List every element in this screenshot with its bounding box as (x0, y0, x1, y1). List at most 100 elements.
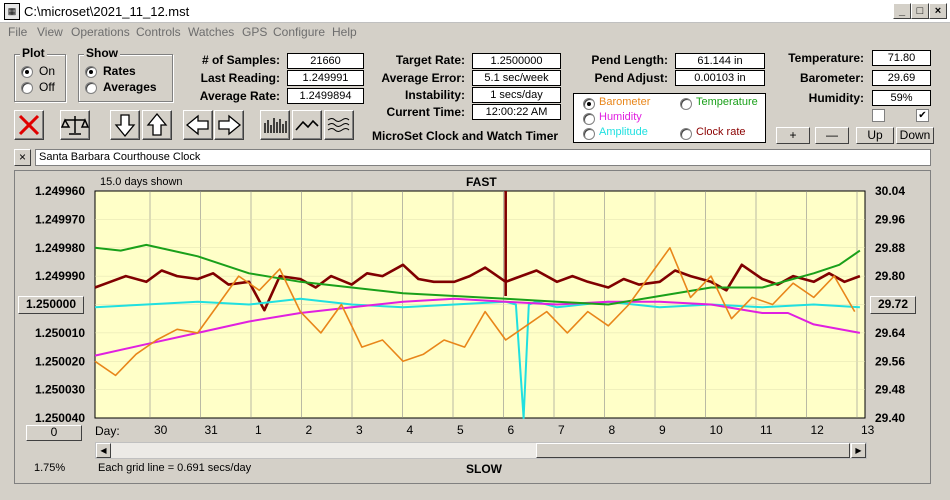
series-temperature-label: Temperature (696, 96, 758, 108)
wave-view-button[interactable] (324, 110, 354, 140)
x-axis-prefix: Day: (95, 424, 120, 438)
title-bar: ▦ C:\microset\2021_11_12.mst _ □ × (0, 0, 950, 23)
y-tick-label-right: 29.56 (875, 354, 905, 368)
calculator-icon[interactable]: ▦ (4, 3, 20, 20)
x-tick-label: 5 (457, 423, 464, 437)
scrollbar-thumb[interactable] (536, 443, 850, 458)
minimize-button[interactable]: _ (893, 3, 911, 19)
x-tick-label: 1 (255, 423, 262, 437)
arrow-up-icon (146, 112, 168, 136)
grid-note: Each grid line = 0.691 secs/day (98, 462, 252, 474)
auto-checkbox[interactable] (872, 109, 885, 122)
center-baro-button[interactable]: 29.72 (870, 296, 916, 314)
y-tick-label-left: 1.250020 (35, 354, 85, 368)
series-line-barometer (94, 247, 856, 377)
x-tick-label: 7 (558, 423, 565, 437)
scroll-up-button[interactable] (142, 110, 172, 140)
plot-on-radio[interactable] (21, 66, 33, 78)
time-scrollbar[interactable]: ◀ ▶ (95, 442, 867, 459)
last-reading-label: Last Reading: (200, 71, 280, 85)
series-line-humidity (94, 297, 861, 357)
up-button[interactable]: Up (856, 127, 894, 144)
menu-configure[interactable]: Configure (273, 25, 326, 39)
clock-name-field[interactable]: Santa Barbara Courthouse Clock (35, 149, 931, 166)
x-tick-label: 3 (356, 423, 363, 437)
scroll-right-arrow[interactable]: ▶ (851, 443, 866, 458)
bar-view-button[interactable] (260, 110, 290, 140)
y-tick-label-left: 1.249960 (35, 184, 85, 198)
balance-button[interactable] (60, 110, 90, 140)
series-humidity-radio[interactable] (583, 113, 595, 125)
stop-button[interactable] (14, 110, 44, 140)
x-tick-label: 4 (407, 423, 414, 437)
wave-icon (327, 118, 350, 132)
plot-off-radio[interactable] (21, 82, 33, 94)
bar-graph-icon (264, 118, 287, 133)
y-tick-label-right: 29.40 (875, 411, 905, 425)
y-tick-label-left: 1.249970 (35, 212, 85, 226)
average-error-label: Average Error: (381, 71, 465, 85)
show-group (78, 54, 173, 102)
last-reading-value: 1.249991 (287, 70, 364, 86)
show-averages-radio[interactable] (85, 82, 97, 94)
x-tick-label: 31 (205, 423, 219, 437)
enable-checkbox[interactable]: ✔ (916, 109, 929, 122)
series-clockrate-radio[interactable] (680, 128, 692, 140)
y-tick-label-left: 1.249980 (35, 241, 85, 255)
scroll-right-button[interactable] (214, 110, 244, 140)
line-view-button[interactable] (292, 110, 322, 140)
x-tick-label: 8 (609, 423, 616, 437)
target-rate-label: Target Rate: (395, 53, 465, 67)
chart-frame (14, 170, 931, 484)
show-averages-label: Averages (103, 80, 157, 94)
y-tick-label-right: 29.96 (875, 212, 905, 226)
y-tick-label-right: 29.48 (875, 383, 905, 397)
instability-label: Instability: (404, 88, 465, 102)
menu-file[interactable]: File (8, 25, 28, 39)
minus-button[interactable]: — (815, 127, 849, 144)
series-line-clock-rate (94, 263, 861, 312)
pend-adjust-label: Pend Adjust: (594, 71, 668, 85)
series-humidity-label: Humidity (599, 111, 642, 123)
x-tick-label: 11 (760, 423, 773, 437)
y-tick-label-right: 29.64 (875, 326, 905, 340)
show-group-label: Show (84, 46, 120, 60)
down-button[interactable]: Down (896, 127, 934, 144)
x-tick-label: 13 (861, 423, 875, 437)
series-amplitude-radio[interactable] (583, 128, 595, 140)
series-barometer-label: Barometer (599, 96, 651, 108)
barometer-value: 29.69 (872, 70, 931, 86)
x-tick-label: 2 (306, 423, 313, 437)
window-title: C:\microset\2021_11_12.mst (24, 4, 190, 19)
scroll-down-button[interactable] (110, 110, 140, 140)
series-temperature-radio[interactable] (680, 98, 692, 110)
x-tick-label: 10 (710, 423, 724, 437)
x-tick-label: 6 (508, 423, 515, 437)
y-tick-label-right: 29.80 (875, 269, 905, 283)
arrow-down-icon (114, 114, 136, 138)
current-time-value: 12:00:22 AM (472, 104, 561, 120)
center-rate-button[interactable]: 1.250000 (18, 296, 84, 314)
series-barometer-radio[interactable] (583, 98, 595, 110)
series-clockrate-label: Clock rate (696, 126, 746, 138)
series-selector: Barometer Temperature Humidity Amplitude… (573, 93, 766, 143)
humidity-value: 59% (872, 90, 931, 106)
series-line-temperature (94, 243, 861, 306)
close-clock-button[interactable]: × (14, 149, 31, 166)
maximize-button[interactable]: □ (911, 3, 929, 19)
menu-watches[interactable]: Watches (188, 25, 235, 39)
menu-view[interactable]: View (37, 25, 63, 39)
plus-button[interactable]: + (776, 127, 810, 144)
menu-help[interactable]: Help (332, 25, 357, 39)
offset-button[interactable]: 0 (26, 425, 82, 441)
menu-controls[interactable]: Controls (136, 25, 181, 39)
show-rates-radio[interactable] (85, 66, 97, 78)
menu-operations[interactable]: Operations (71, 25, 130, 39)
close-window-button[interactable]: × (929, 3, 947, 19)
scroll-left-arrow[interactable]: ◀ (96, 443, 111, 458)
plot-off-label: Off (39, 80, 55, 94)
menu-gps[interactable]: GPS (242, 25, 268, 39)
plot-on-label: On (39, 64, 56, 78)
temperature-label: Temperature: (788, 51, 864, 65)
scroll-left-button[interactable] (183, 110, 213, 140)
